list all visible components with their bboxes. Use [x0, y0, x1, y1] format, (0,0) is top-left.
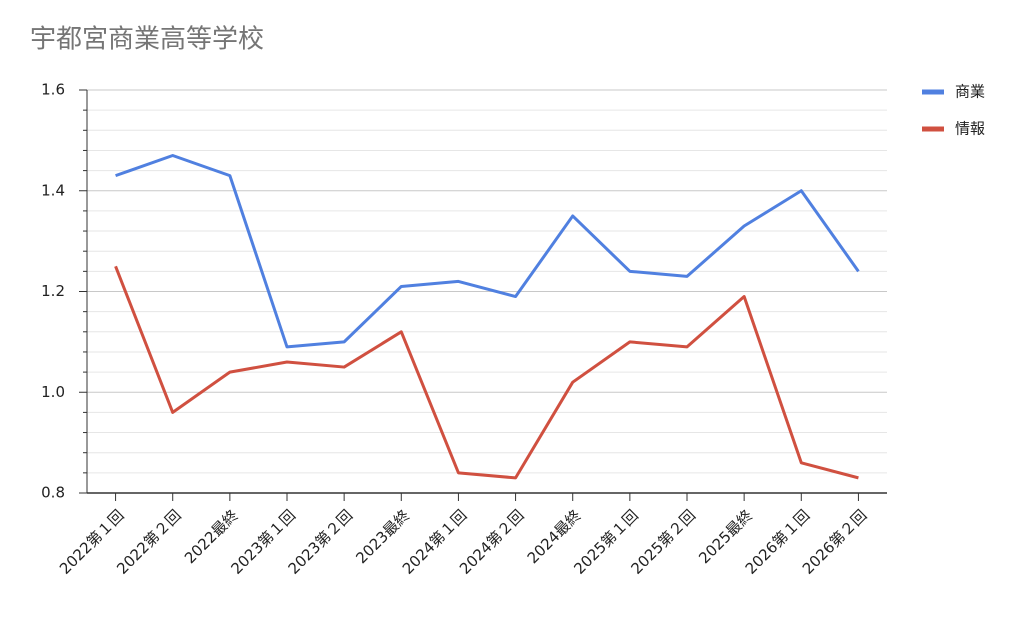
legend-label: 商業 [955, 83, 985, 101]
y-tick-label: 1.0 [41, 383, 65, 401]
y-tick-label: 1.4 [41, 181, 65, 199]
y-tick-label: 1.6 [41, 81, 65, 99]
legend-label: 情報 [955, 120, 985, 138]
x-tick-label: 2025最終 [695, 506, 756, 567]
x-tick-label: 2022最終 [181, 506, 242, 567]
x-tick-label: 2023最終 [352, 506, 413, 567]
y-tick-label: 0.8 [41, 484, 65, 502]
y-tick-label: 1.2 [41, 282, 65, 300]
chart-title: 宇都宮商業高等学校 [30, 25, 264, 55]
series-line [115, 153, 860, 349]
x-tick-label: 2024最終 [524, 506, 585, 567]
series-line [114, 265, 859, 480]
